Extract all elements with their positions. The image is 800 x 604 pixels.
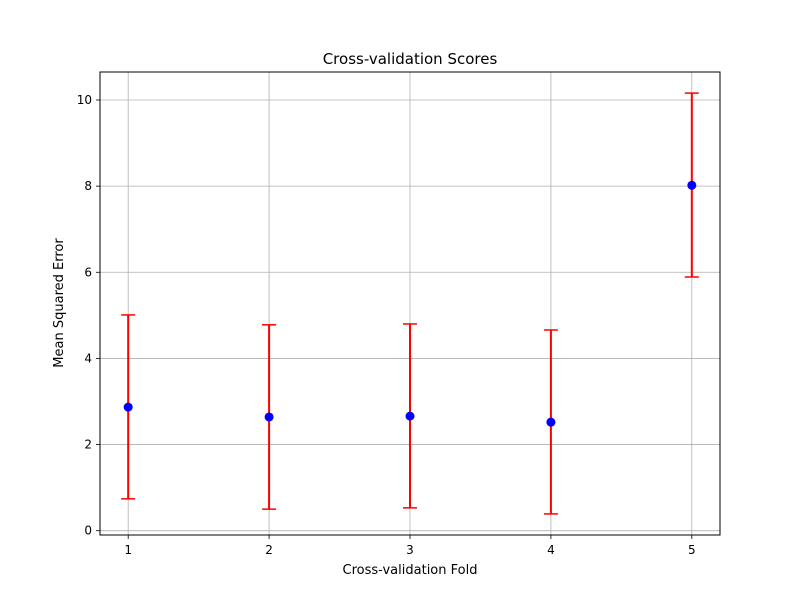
y-tick-label: 2 — [84, 438, 92, 452]
x-tick-label: 3 — [406, 543, 414, 557]
y-tick-label: 8 — [84, 179, 92, 193]
data-point — [687, 180, 697, 190]
x-tick-label: 2 — [265, 543, 273, 557]
data-points — [123, 180, 697, 427]
x-tick-label: 4 — [547, 543, 555, 557]
y-tick-label: 0 — [84, 524, 92, 538]
x-axis-label: Cross-validation Fold — [343, 563, 478, 578]
data-point — [405, 411, 415, 421]
chart-title: Cross-validation Scores — [323, 50, 498, 68]
y-tick-label: 10 — [77, 93, 92, 107]
y-tick-label: 4 — [84, 351, 92, 365]
y-axis-label: Mean Squared Error — [52, 238, 67, 368]
x-tick-label: 1 — [124, 543, 132, 557]
y-tick-label: 6 — [84, 265, 92, 279]
x-tick-label: 5 — [688, 543, 696, 557]
data-point — [264, 412, 274, 422]
data-point — [123, 402, 133, 412]
grid-lines — [100, 72, 720, 535]
axis-ticks: 1 2 3 4 5 0 2 4 6 8 10 — [77, 93, 696, 557]
data-point — [546, 417, 556, 427]
